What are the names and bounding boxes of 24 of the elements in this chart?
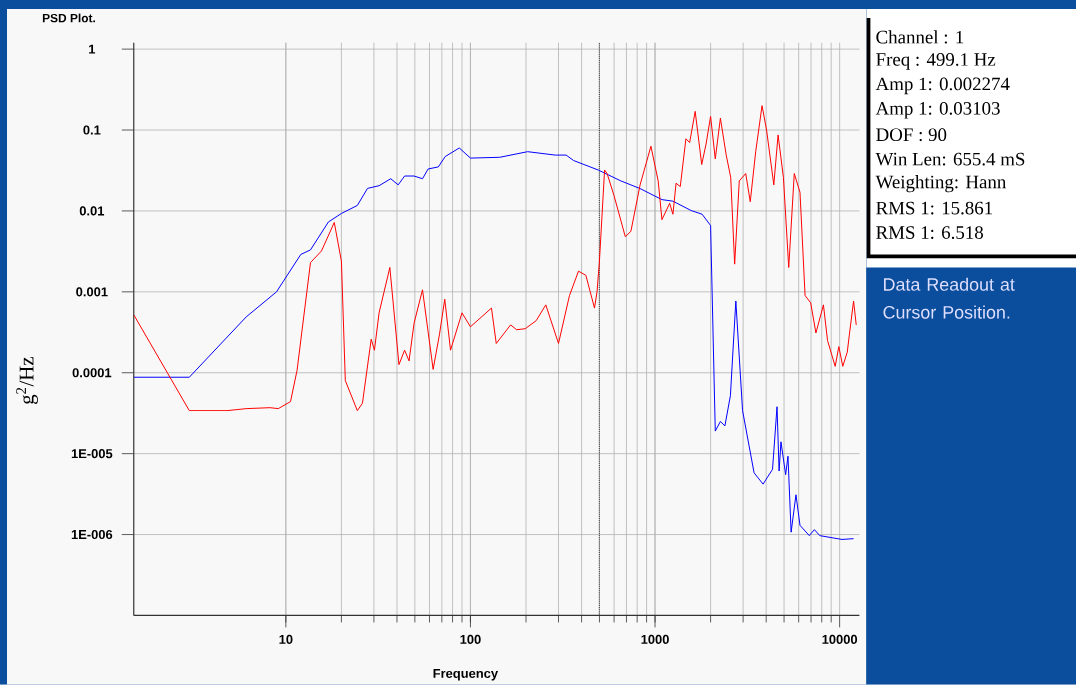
x-tick-label: 100 bbox=[460, 634, 481, 645]
x-tick-label: 10000 bbox=[822, 634, 858, 645]
text: DOF : 90 bbox=[876, 128, 947, 142]
y-tick-label: 1 bbox=[89, 44, 96, 54]
y-tick-label: 0.1 bbox=[83, 125, 101, 135]
text: Channel : 1 bbox=[876, 30, 964, 44]
text: Win Len: 655.4 mS bbox=[875, 152, 1025, 166]
text: Freq : 499.1 Hz bbox=[876, 53, 996, 70]
text: Weighting: Hann bbox=[875, 175, 1007, 193]
y-axis-title: g$^{2}$/Hz bbox=[16, 357, 38, 405]
x-tick-label: 10 bbox=[279, 634, 293, 645]
y-tick-label: 1E-006 bbox=[71, 530, 113, 540]
text: RMS 1: 15.861 bbox=[876, 201, 993, 215]
text: Amp 1: 0.002274 bbox=[875, 77, 1010, 95]
y-tick-label: 0.0001 bbox=[72, 368, 112, 378]
text: Data Readout at Cursor Position. bbox=[883, 277, 1015, 319]
y-tick-label: 0.001 bbox=[76, 287, 108, 297]
x-tick-label: 1000 bbox=[641, 634, 669, 645]
text: RMS 1: 6.518 bbox=[876, 226, 983, 240]
y-tick-label: 1E-005 bbox=[71, 449, 113, 459]
text: Amp 1: 0.03103 bbox=[875, 102, 1000, 119]
x-axis-title: Frequency bbox=[433, 669, 499, 681]
chart-title: PSD Plot. bbox=[42, 13, 95, 23]
y-tick-label: 0.01 bbox=[79, 206, 105, 216]
